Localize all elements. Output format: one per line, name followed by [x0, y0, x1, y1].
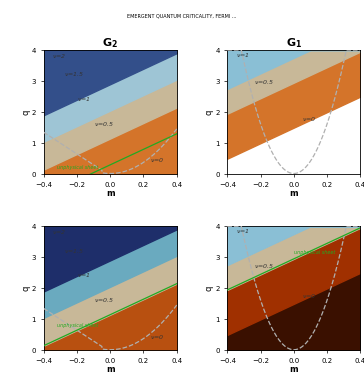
Text: $\nu$=1: $\nu$=1 — [236, 51, 249, 59]
Text: $\nu$=0: $\nu$=0 — [150, 156, 165, 164]
X-axis label: m: m — [289, 365, 298, 374]
Y-axis label: q: q — [21, 109, 30, 115]
Text: EMERGENT QUANTUM CRITICALITY, FERMI ...: EMERGENT QUANTUM CRITICALITY, FERMI ... — [127, 13, 237, 18]
Title: $\mathbf{G_1}$: $\mathbf{G_1}$ — [286, 36, 302, 50]
Text: $\nu$=0.5: $\nu$=0.5 — [94, 296, 114, 304]
Text: $\nu$=0.5: $\nu$=0.5 — [254, 262, 274, 270]
Text: $\nu$=1.5: $\nu$=1.5 — [64, 247, 84, 254]
Text: $\nu$=0: $\nu$=0 — [302, 116, 317, 124]
Text: $\nu$=1.5: $\nu$=1.5 — [64, 70, 84, 79]
Title: $\mathbf{G_2}$: $\mathbf{G_2}$ — [102, 36, 118, 50]
Y-axis label: q: q — [21, 286, 30, 291]
Text: $\nu$=1: $\nu$=1 — [77, 271, 91, 280]
Y-axis label: q: q — [205, 109, 214, 115]
Text: $\nu$=0: $\nu$=0 — [150, 333, 165, 341]
Text: $\nu$=1: $\nu$=1 — [236, 227, 249, 235]
Text: $\nu$=0.5: $\nu$=0.5 — [254, 78, 274, 86]
Text: unphysical sheet: unphysical sheet — [294, 250, 335, 255]
X-axis label: m: m — [289, 189, 298, 198]
Text: $\nu$=2: $\nu$=2 — [52, 228, 66, 236]
Text: unphysical sheet: unphysical sheet — [57, 323, 98, 328]
X-axis label: m: m — [106, 189, 115, 198]
Y-axis label: q: q — [205, 286, 214, 291]
Text: unphysical sheet: unphysical sheet — [57, 164, 98, 169]
Text: $\nu$=0: $\nu$=0 — [302, 291, 317, 300]
Text: $\nu$=2: $\nu$=2 — [52, 52, 66, 60]
Text: $\nu$=0.5: $\nu$=0.5 — [94, 120, 114, 128]
X-axis label: m: m — [106, 365, 115, 374]
Text: $\nu$=1: $\nu$=1 — [77, 95, 91, 103]
